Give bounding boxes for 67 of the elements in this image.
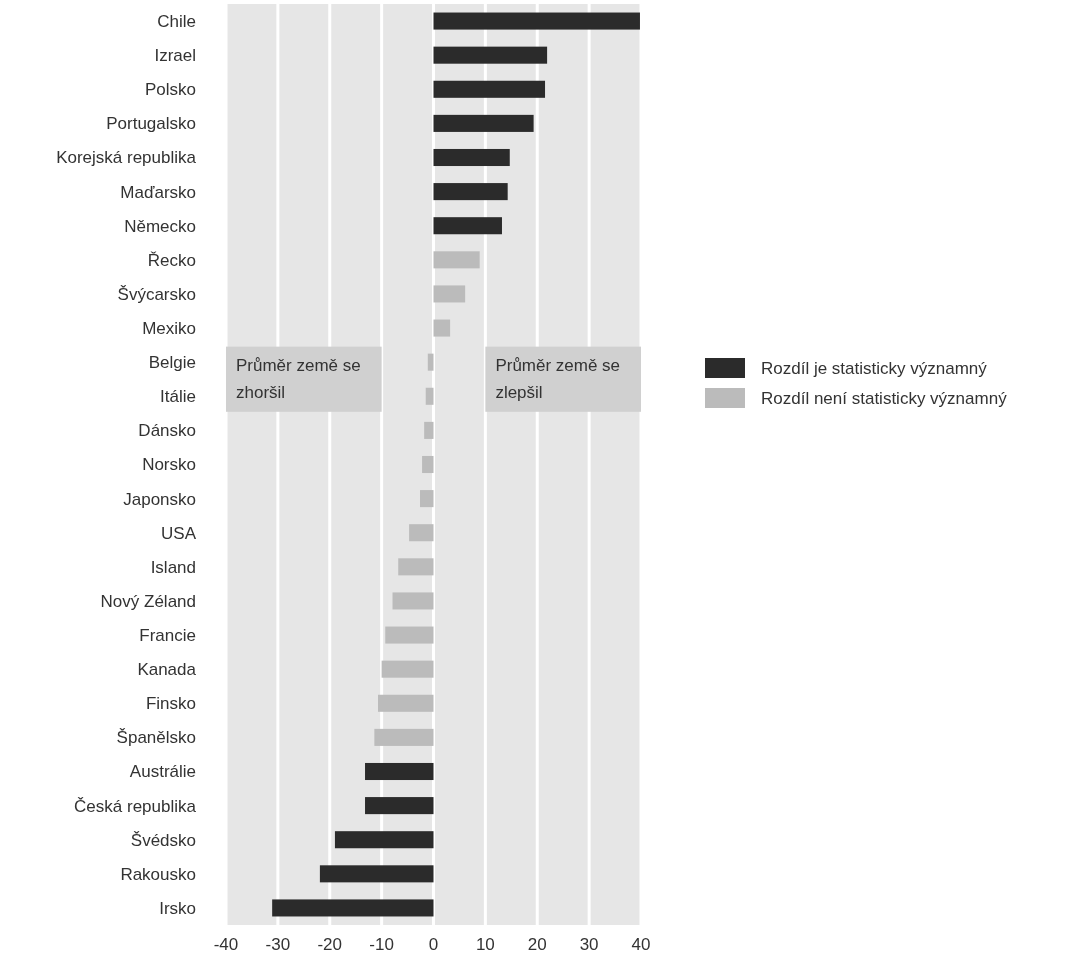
y-tick-label: Austrálie: [129, 762, 196, 782]
bar: [433, 217, 502, 235]
y-tick-label: USA: [161, 523, 197, 543]
y-tick-label: Finsko: [145, 694, 196, 714]
bar: [425, 387, 434, 405]
bar: [319, 865, 434, 883]
y-tick-label: Nový Zéland: [100, 591, 196, 611]
bar: [365, 762, 434, 781]
bar: [272, 899, 434, 917]
bar: [433, 183, 508, 201]
bar: [385, 626, 434, 644]
bar: [433, 12, 640, 30]
y-tick-label: Francie: [139, 626, 196, 646]
y-tick-label: Island: [150, 557, 196, 577]
bar: [392, 592, 434, 610]
bar: [422, 455, 434, 474]
bar: [381, 660, 434, 678]
bar: [427, 353, 434, 371]
y-tick-label: Chile: [157, 12, 196, 32]
legend-label: Rozdíl není statisticky významný: [761, 388, 1008, 408]
y-tick-label: Japonsko: [123, 489, 196, 509]
x-tick-label: 40: [631, 935, 651, 954]
x-tick-label: 0: [428, 935, 439, 954]
bar: [433, 285, 466, 303]
bar: [334, 831, 434, 849]
x-tick-label: 20: [527, 935, 547, 954]
bar: [433, 114, 534, 132]
y-tick-label: Mexiko: [142, 319, 196, 339]
x-tick-label: -10: [369, 935, 394, 954]
y-tick-label: Irsko: [159, 898, 196, 918]
bar: [433, 251, 480, 269]
y-tick-label: Kanada: [137, 660, 197, 680]
y-tick-label: Belgie: [148, 353, 196, 373]
y-tick-label: Polsko: [144, 80, 196, 100]
y-tick-label: Španělsko: [116, 728, 196, 748]
bar: [424, 421, 434, 439]
bar: [420, 490, 434, 508]
y-tick-label: Itálie: [160, 387, 196, 407]
x-tick-label: -30: [265, 935, 291, 954]
y-tick-label: Izrael: [154, 46, 196, 66]
y-tick-label: Švédsko: [130, 830, 196, 850]
bar: [409, 524, 434, 542]
x-tick-label: -20: [317, 935, 343, 954]
bar: [433, 80, 546, 98]
bar: [433, 148, 510, 167]
y-tick-label: Rakousko: [120, 864, 196, 884]
y-tick-label: Dánsko: [138, 421, 196, 441]
x-tick-label: 30: [579, 935, 599, 954]
y-tick-label: Portugalsko: [106, 114, 196, 134]
bar: [365, 797, 434, 815]
x-tick-label: 10: [475, 935, 495, 954]
bar: [433, 319, 451, 337]
bar: [433, 46, 548, 64]
y-tick-label: Česká republika: [74, 796, 197, 816]
y-tick-label: Korejská republika: [56, 148, 197, 168]
annotation: Průměr země se zlepšil: [495, 355, 621, 402]
legend-label: Rozdíl je statisticky významný: [761, 358, 988, 378]
y-tick-label: Maďarsko: [120, 182, 196, 202]
annotation: Průměr země se zhoršil: [236, 355, 361, 402]
y-tick-label: Německo: [124, 216, 196, 236]
bar: [377, 694, 434, 712]
bar: [398, 558, 434, 576]
y-tick-label: Řecko: [147, 250, 196, 270]
x-tick-label: -40: [213, 935, 239, 954]
bar: [374, 728, 434, 746]
y-tick-label: Norsko: [142, 455, 196, 475]
y-tick-label: Švýcarsko: [117, 284, 196, 304]
